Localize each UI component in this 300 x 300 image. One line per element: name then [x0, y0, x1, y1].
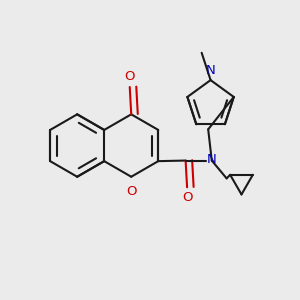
- Text: N: N: [206, 64, 215, 77]
- Text: O: O: [126, 185, 136, 198]
- Text: N: N: [207, 154, 217, 166]
- Text: O: O: [124, 70, 135, 83]
- Text: O: O: [182, 191, 192, 204]
